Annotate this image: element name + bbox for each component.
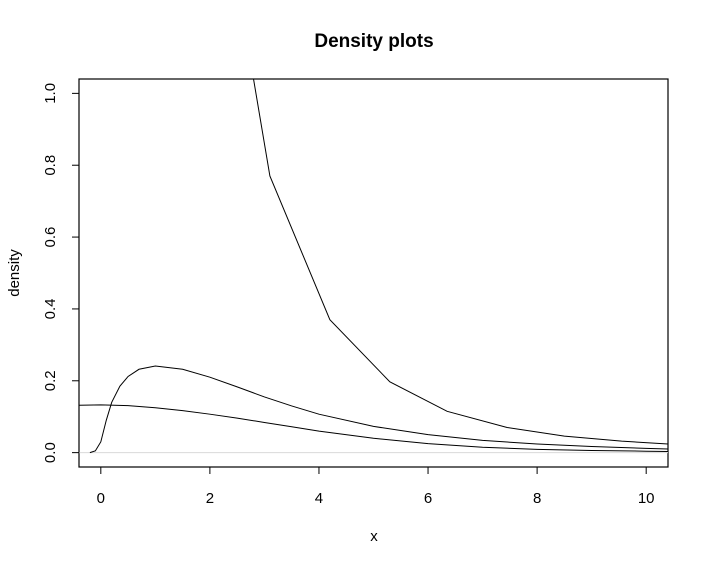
y-tick-label: 0.0	[42, 442, 59, 463]
density-curve-1	[253, 79, 668, 445]
y-tick-label: 0.6	[42, 227, 59, 248]
x-axis-label: x	[370, 528, 378, 545]
y-tick-label: 0.8	[42, 155, 59, 176]
x-tick-label: 10	[638, 490, 655, 507]
chart-title: Density plots	[314, 31, 433, 52]
density-curve-2	[89, 365, 668, 454]
x-tick-label: 2	[206, 490, 214, 507]
x-tick-label: 0	[97, 490, 105, 507]
y-tick-label: 0.4	[42, 298, 59, 319]
y-tick-label: 1.0	[42, 83, 59, 104]
x-tick-label: 8	[533, 490, 541, 507]
x-tick-label: 6	[424, 490, 432, 507]
y-axis-label: density	[6, 249, 23, 297]
y-tick-label: 0.2	[42, 370, 59, 391]
x-tick-label: 4	[315, 490, 323, 507]
density-curve-3	[79, 404, 668, 453]
